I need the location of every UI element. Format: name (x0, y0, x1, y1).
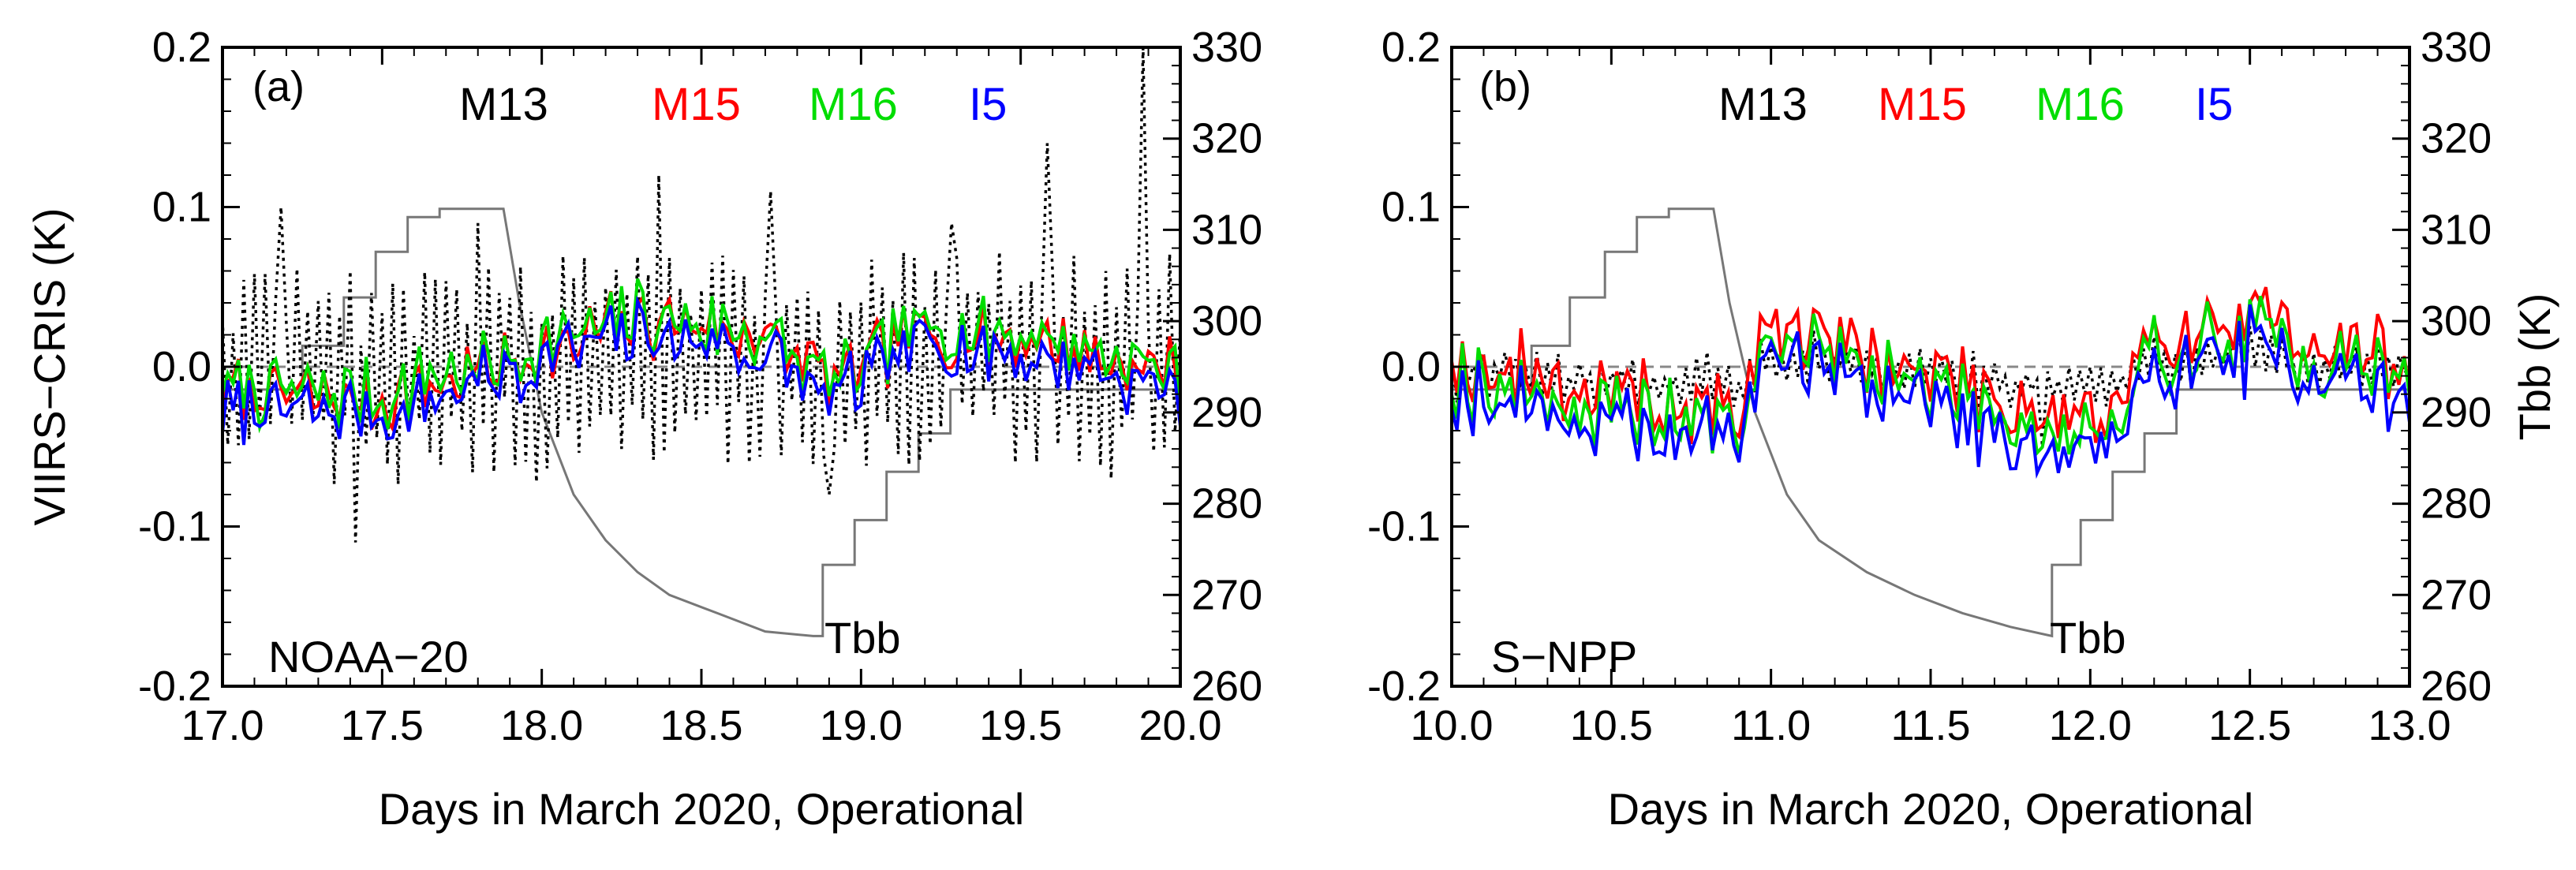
panel-a-series-m13 (221, 47, 1182, 543)
panel-b-ytick-right-label: 320 (2421, 115, 2492, 162)
panel-b-ytick-right-label: 330 (2421, 24, 2492, 71)
panel-b-ytick-left-label: -0.2 (1367, 663, 1441, 710)
panel-b-xtick-label: 12.0 (2049, 702, 2132, 749)
panel-b-ytick-right-label: 300 (2421, 297, 2492, 345)
panel-b-label: (b) (1479, 63, 1531, 110)
panel-b-ytick-right-label: 260 (2421, 663, 2492, 710)
panel-a-ytick-right-label: 280 (1191, 480, 1262, 528)
panel-b-legend-m16: M16 (2036, 79, 2125, 130)
panel-a-xtick-label: 17.5 (341, 702, 424, 749)
panel-b-ytick-right-label: 270 (2421, 571, 2492, 618)
panel-b-legend-m15: M15 (1878, 79, 1967, 130)
panel-a-ytick-right-label: 310 (1191, 206, 1262, 253)
panel-a-xtick-label: 17.0 (181, 702, 264, 749)
panel-b-tbb-label: Tbb (2050, 613, 2126, 663)
panel-a-xtick-label: 19.5 (979, 702, 1062, 749)
panel-a-series-layer (221, 47, 1182, 543)
panel-a-ytick-right-label: 270 (1191, 571, 1262, 618)
panel-b-series-i5 (1450, 304, 2411, 480)
panel-a-y-axis-title: VIIRS−CRIS (K) (24, 208, 74, 526)
panel-b-legend-i5: I5 (2195, 79, 2233, 130)
panel-a-ytick-right-label: 290 (1191, 389, 1262, 436)
panel-a: 17.0 17.5 18.0 18.5 19.0 19.5 20.0 0.2 0.1 0.0 -0.… (24, 24, 1262, 834)
panel-b-xtick-label: 11.0 (1731, 702, 1811, 749)
panel-a-ytick-left-label: -0.1 (138, 503, 211, 551)
panel-b-xtick-label: 11.5 (1890, 702, 1970, 749)
panel-a-xtick-label: 18.5 (660, 702, 742, 749)
panel-b-ytick-left-label: 0.2 (1381, 24, 1441, 71)
panel-a-ytick-right-label: 260 (1191, 663, 1262, 710)
panel-a-legend-m16: M16 (809, 79, 898, 130)
panel-b-xtick-label: 10.0 (1410, 702, 1493, 749)
panel-b-ytick-left-label: -0.1 (1367, 503, 1441, 551)
panel-a-x-axis-title: Days in March 2020, Operational (379, 784, 1025, 834)
panel-b-xtick-label: 13.0 (2368, 702, 2451, 749)
panel-a-tbb-label: Tbb (824, 613, 901, 663)
panel-b-ticks-layer: 10.0 10.5 11.0 11.5 12.0 12.5 13.0 0.2 0.1 0.0 -0.… (1367, 24, 2492, 749)
panel-b-legend-m13: M13 (1718, 79, 1808, 130)
panel-a-xtick-label: 19.0 (820, 702, 903, 749)
panel-b-tbb-line (1452, 207, 2410, 638)
panel-a-ytick-left-label: 0.0 (152, 343, 211, 390)
panel-b-xtick-label: 10.5 (1570, 702, 1653, 749)
panel-a-xtick-label: 20.0 (1138, 702, 1221, 749)
panel-b: 10.0 10.5 11.0 11.5 12.0 12.5 13.0 0.2 0.1 0.0 -0.… (1367, 24, 2559, 834)
panel-b-ytick-right-label: 290 (2421, 389, 2492, 436)
panel-a-ytick-right-label: 330 (1191, 24, 1262, 71)
panel-a-series-i5 (221, 295, 1182, 446)
panel-b-ytick-right-label: 310 (2421, 206, 2492, 253)
panel-b-ytick-left-label: 0.0 (1381, 343, 1441, 390)
panel-a-tbb-line (222, 207, 1180, 637)
panel-a-xtick-label: 18.0 (500, 702, 583, 749)
panel-a-ytick-left-label: 0.1 (152, 184, 211, 231)
panel-b-right-axis-title: Tbb (K) (2510, 293, 2559, 441)
panel-a-ytick-left-label: -0.2 (138, 663, 211, 710)
panel-a-legend-m13: M13 (459, 79, 548, 130)
panel-b-ytick-left-label: 0.1 (1381, 184, 1441, 231)
panel-a-ticks-layer: 17.0 17.5 18.0 18.5 19.0 19.5 20.0 0.2 0.1 0.0 -0.… (138, 24, 1262, 749)
panel-a-label: (a) (252, 63, 305, 110)
panel-a-ytick-right-label: 320 (1191, 115, 1262, 162)
panel-a-legend-i5: I5 (969, 79, 1007, 130)
panel-a-ytick-left-label: 0.2 (152, 24, 211, 71)
panel-a-satellite-label: NOAA−20 (268, 632, 469, 681)
panel-b-x-axis-title: Days in March 2020, Operational (1608, 784, 2254, 834)
panel-a-ytick-right-label: 300 (1191, 297, 1262, 345)
panel-b-series-layer (1450, 286, 2411, 480)
panel-a-tbb-layer (222, 207, 1180, 637)
panel-b-ytick-right-label: 280 (2421, 480, 2492, 528)
panel-b-satellite-label: S−NPP (1491, 632, 1637, 681)
panel-b-tbb-layer (1452, 207, 2410, 638)
panel-b-xtick-label: 12.5 (2208, 702, 2291, 749)
panel-a-legend-m15: M15 (652, 79, 741, 130)
